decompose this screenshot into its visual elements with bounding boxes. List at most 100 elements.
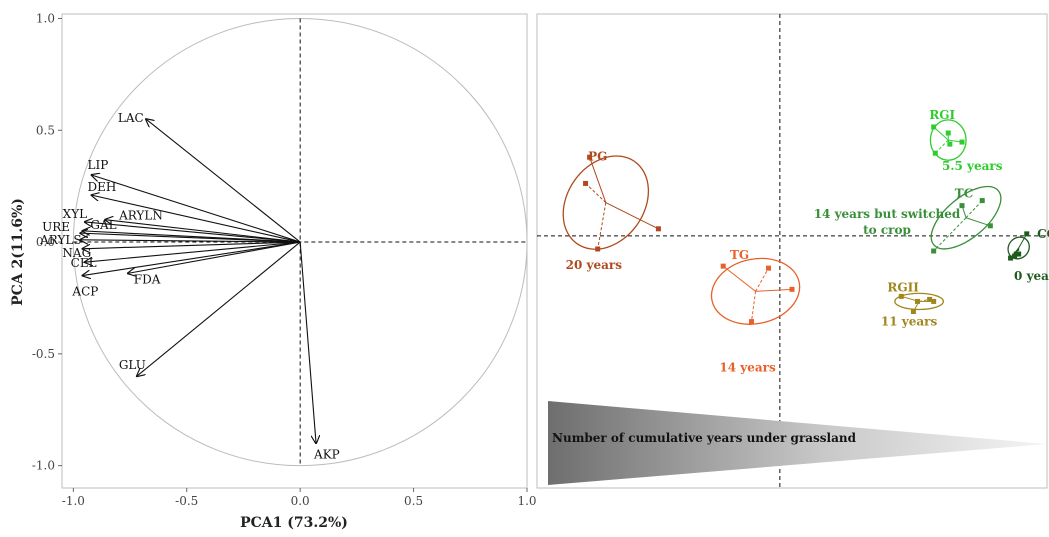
group-ellipses: PG 20 years TG 14 years RGI 5.5 years TC CC 0 ye…	[562, 108, 1049, 375]
vector-fda	[128, 241, 301, 273]
ellipse-tc	[930, 185, 1002, 250]
spoke-tc	[965, 217, 991, 227]
spoke-tc	[933, 217, 967, 252]
group-label-pg: PG	[588, 149, 607, 163]
right-reference-lines	[537, 14, 1047, 488]
point-pg	[655, 226, 661, 232]
x-tick-label: 0.0	[291, 494, 310, 508]
y-axis-title: PCA 2(11.6%)	[10, 198, 26, 306]
cumulative-years-gradient	[548, 401, 1047, 485]
point-tc	[987, 223, 993, 229]
vector-label-deh: DEH	[87, 180, 116, 194]
group-years-cc: 0 year	[1014, 269, 1049, 283]
point-cc	[1012, 253, 1018, 259]
vector-lip	[91, 175, 301, 243]
point-tc	[979, 198, 985, 204]
vector-label-ure: URE	[42, 220, 70, 234]
vector-nag	[82, 241, 301, 249]
vector-gal	[82, 231, 301, 243]
annotation-line: 14 years but switched	[814, 207, 961, 221]
group-label-rgii: RGII	[887, 280, 919, 294]
vector-label-acp: ACP	[71, 285, 98, 299]
point-pg	[583, 180, 589, 186]
group-years-tg: 14 years	[719, 361, 776, 375]
vector-label-gal: GAL	[90, 218, 116, 232]
ellipse-rgii	[894, 292, 945, 311]
point-pg	[595, 246, 601, 252]
group-pg: PG 20 years	[562, 149, 661, 272]
point-pg	[587, 154, 593, 160]
x-tick-label: -1.0	[62, 494, 85, 508]
spoke-pg	[597, 202, 607, 250]
vector-deh	[91, 195, 301, 243]
left-axis-ticks: -1.0 -0.5 0.0 0.5 1.0 1.0 0.5 0.0 -0.5 -1.0	[32, 11, 537, 508]
point-rgi	[945, 130, 951, 136]
spoke-tg	[722, 265, 756, 292]
group-rgi: RGI 5.5 years	[929, 108, 1002, 173]
point-rgi	[947, 141, 953, 147]
individuals-panel: Number of cumulative years under grassla…	[536, 13, 1049, 489]
point-cc	[1016, 251, 1022, 257]
ellipse-tg	[710, 257, 801, 325]
vector-aryln	[105, 220, 301, 243]
vector-label-glu: GLU	[119, 358, 146, 372]
correlation-circle-panel: -1.0 -0.5 0.0 0.5 1.0 1.0 0.5 0.0 -0.5 -1.0 LAC LI…	[10, 11, 537, 531]
vector-glu	[137, 241, 301, 376]
group-tc: TC	[930, 185, 1002, 254]
vector-akp	[299, 242, 316, 443]
point-tg	[720, 263, 726, 269]
point-tc	[959, 203, 965, 209]
spoke-tg	[755, 288, 793, 292]
point-rgii	[910, 309, 916, 315]
y-tick-label: 0.0	[36, 235, 55, 249]
point-rgii	[898, 293, 904, 299]
point-tg	[789, 286, 795, 292]
x-tick-label: 1.0	[517, 494, 536, 508]
left-panel-frame	[61, 13, 528, 489]
vector-aryls	[80, 240, 301, 242]
point-rgii	[931, 298, 937, 304]
group-years-pg: 20 years	[566, 258, 623, 272]
point-rgii	[927, 296, 933, 302]
group-years-rgi: 5.5 years	[942, 159, 1003, 173]
spoke-pg	[605, 202, 659, 230]
spoke-rgii	[919, 298, 930, 302]
point-cc	[1024, 231, 1030, 237]
y-tick-label: -0.5	[32, 347, 55, 361]
group-cc: CC 0 year	[1007, 227, 1049, 283]
y-tick-label: -1.0	[32, 459, 55, 473]
vector-label-aryls: ARYLS	[39, 233, 81, 247]
point-rgi	[932, 150, 938, 156]
spoke-pg	[589, 157, 607, 203]
group-tg: TG 14 years	[710, 248, 801, 375]
point-tg	[749, 319, 755, 325]
vector-label-cel: CEL	[71, 256, 97, 270]
group-label-rgi: RGI	[929, 108, 955, 122]
vector-label-akp: AKP	[313, 447, 340, 461]
point-tc	[931, 248, 937, 254]
vector-label-lac: LAC	[118, 111, 144, 125]
point-rgii	[914, 298, 920, 304]
point-cc	[1008, 255, 1014, 261]
vector-cel	[85, 241, 301, 262]
vector-label-lip: LIP	[87, 158, 108, 172]
gradient-label: Number of cumulative years under grassla…	[552, 431, 857, 445]
spoke-tc	[965, 200, 983, 219]
y-tick-label: 0.5	[36, 123, 55, 137]
group-label-tc: TC	[955, 187, 973, 201]
vector-label-aryln: ARYLN	[118, 209, 163, 223]
vector-xyl	[85, 222, 301, 243]
annotations: 14 years but switched to crop	[814, 207, 961, 237]
vector-lac	[146, 119, 301, 243]
y-tick-label: 1.0	[36, 11, 55, 25]
annotation-line: to crop	[863, 223, 911, 237]
ellipse-pg	[562, 155, 650, 250]
vector-label-nag: NAG	[62, 246, 91, 260]
x-axis-title: PCA1 (73.2%)	[240, 515, 348, 531]
vector-label-fda: FDA	[134, 272, 161, 286]
ellipse-rgi	[929, 119, 967, 161]
spoke-tg	[755, 267, 769, 292]
spoke-tg	[751, 291, 757, 322]
